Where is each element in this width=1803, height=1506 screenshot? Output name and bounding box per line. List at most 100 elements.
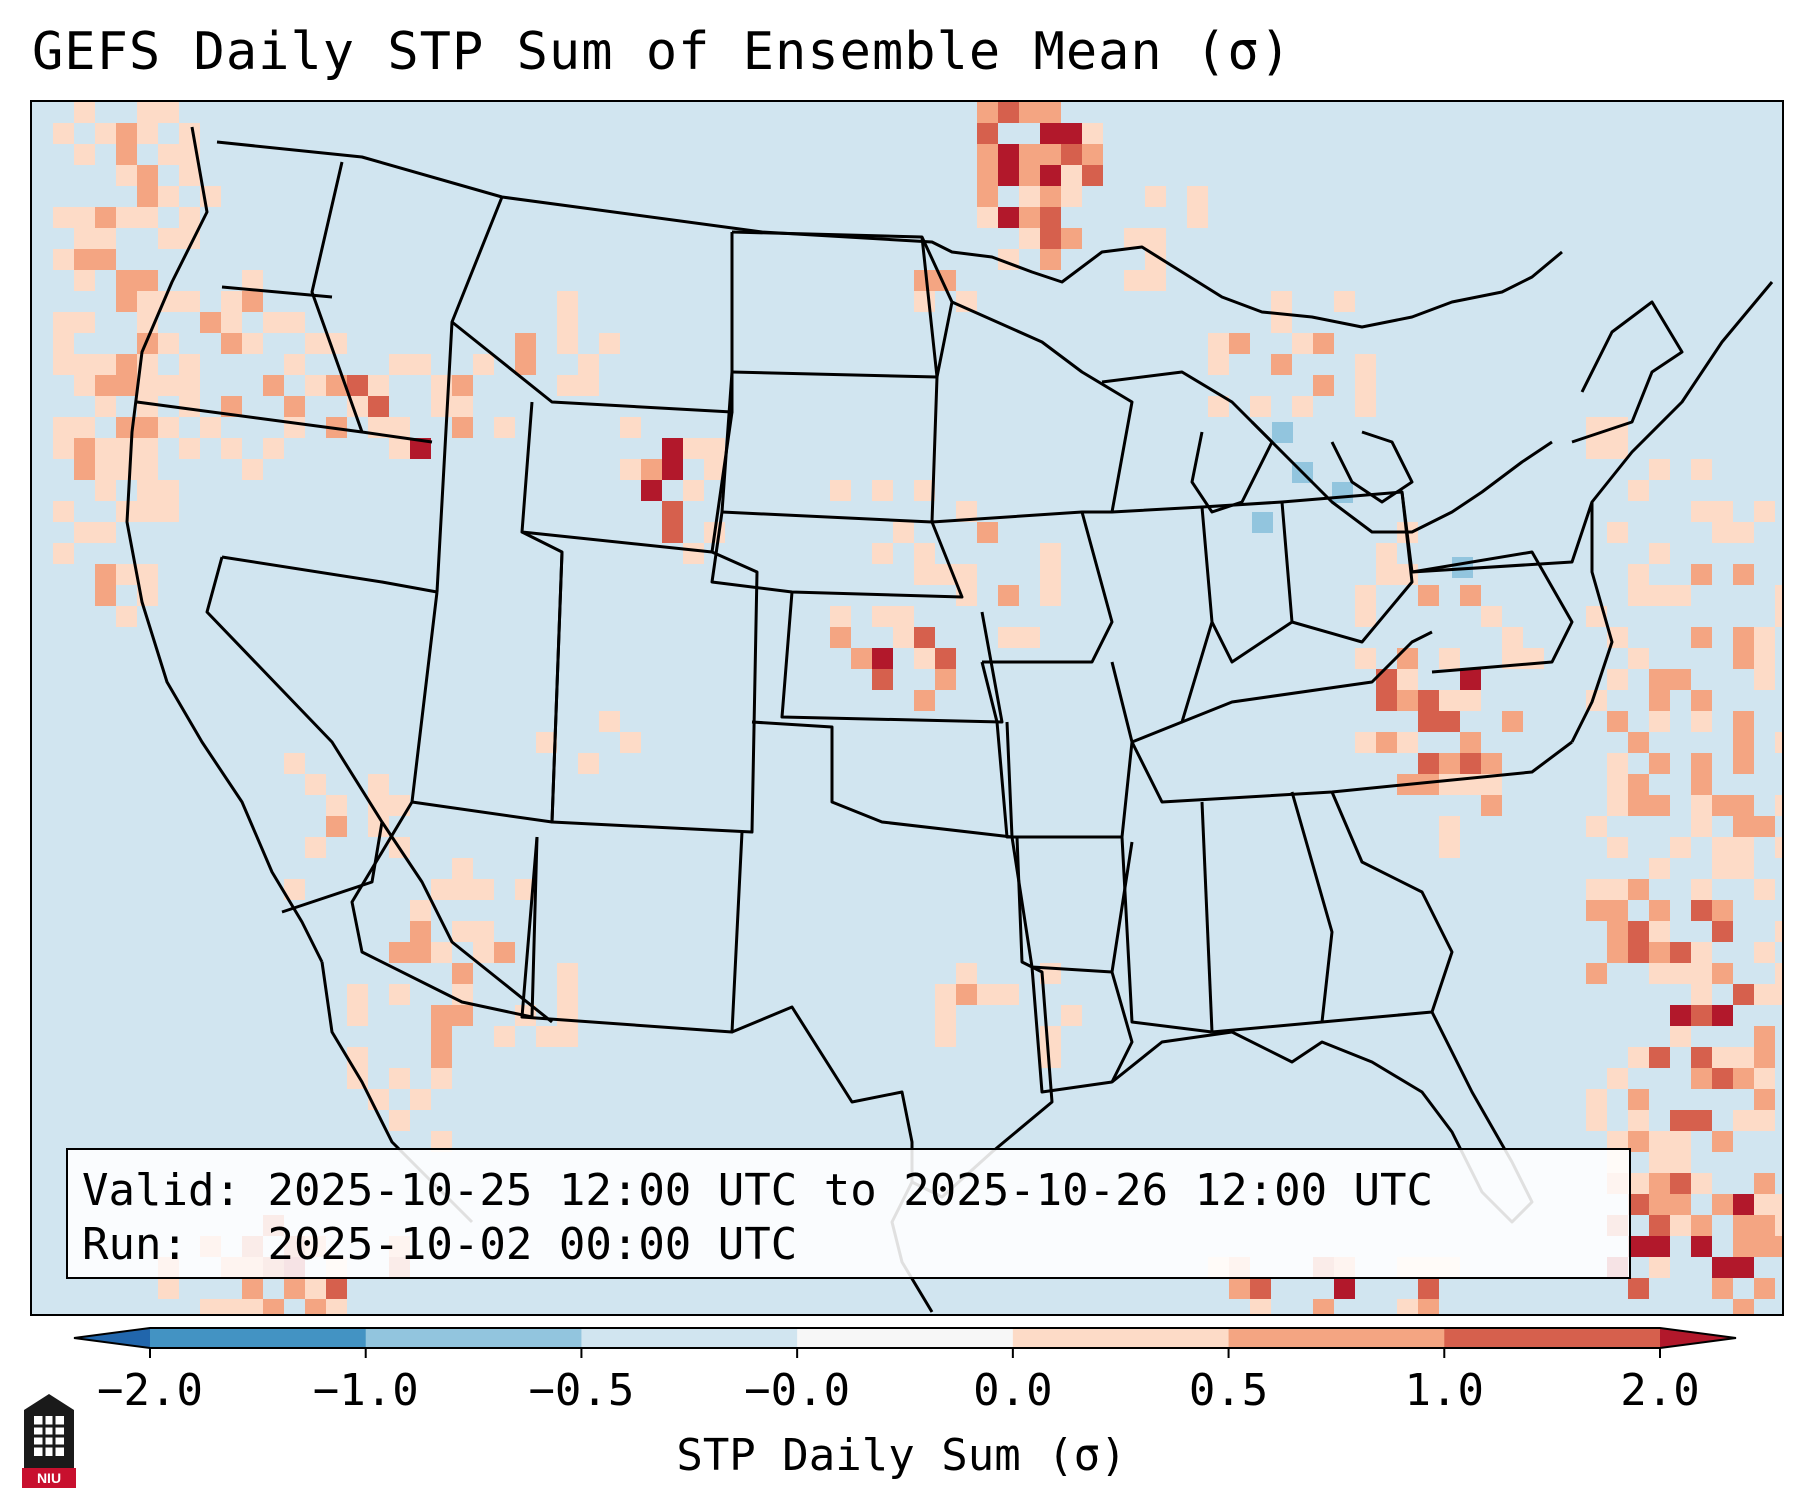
stp-cell xyxy=(998,585,1019,606)
stp-cell xyxy=(1628,1278,1649,1299)
stp-cell xyxy=(1460,690,1481,711)
stp-cell xyxy=(431,1026,452,1047)
stp-cell xyxy=(914,627,935,648)
stp-cell xyxy=(1334,291,1355,312)
stp-cell xyxy=(1649,1152,1670,1173)
stp-cell xyxy=(1439,753,1460,774)
stp-cell xyxy=(158,186,179,207)
stp-cell xyxy=(53,123,74,144)
stp-cell xyxy=(1460,669,1481,690)
stp-cell xyxy=(1691,564,1712,585)
stp-cell xyxy=(1439,774,1460,795)
stp-cell xyxy=(1019,228,1040,249)
stp-cell xyxy=(1649,459,1670,480)
stp-cell xyxy=(53,333,74,354)
stp-cell xyxy=(1712,921,1733,942)
stp-cell xyxy=(1649,1173,1670,1194)
stp-cell xyxy=(557,963,578,984)
stp-cell xyxy=(1649,858,1670,879)
stp-cell xyxy=(431,1131,452,1152)
stp-cell xyxy=(1481,774,1502,795)
stp-cell xyxy=(242,291,263,312)
stp-cell xyxy=(305,375,326,396)
stp-cell xyxy=(956,564,977,585)
stp-cell xyxy=(137,207,158,228)
stp-cell xyxy=(1670,585,1691,606)
stp-cell xyxy=(977,207,998,228)
stp-cell xyxy=(137,438,158,459)
stp-cell xyxy=(1250,1299,1271,1314)
stp-cell xyxy=(1418,1299,1439,1314)
stp-cell xyxy=(1271,354,1292,375)
stp-cell xyxy=(1733,522,1754,543)
stp-cell xyxy=(326,816,347,837)
stp-cell xyxy=(1586,1089,1607,1110)
stp-cell xyxy=(221,333,242,354)
stp-cell xyxy=(914,480,935,501)
stp-cell xyxy=(263,438,284,459)
stp-cell xyxy=(956,501,977,522)
stp-cell xyxy=(1607,1131,1628,1152)
stp-cell xyxy=(1607,942,1628,963)
stp-cell xyxy=(557,1026,578,1047)
stp-cell xyxy=(1124,270,1145,291)
stp-cell xyxy=(179,438,200,459)
stp-cell xyxy=(935,669,956,690)
stp-cell xyxy=(431,942,452,963)
logo-text: NIU xyxy=(37,1470,61,1486)
stp-cell xyxy=(389,1110,410,1131)
stp-cell xyxy=(1691,459,1712,480)
stp-cell xyxy=(914,270,935,291)
stp-cell xyxy=(599,333,620,354)
stp-cell xyxy=(872,669,893,690)
stp-cell xyxy=(137,165,158,186)
stp-cell xyxy=(704,459,725,480)
stp-cell xyxy=(305,1278,326,1299)
stp-cell xyxy=(410,1089,431,1110)
stp-cell xyxy=(326,1299,347,1314)
stp-cell xyxy=(1628,921,1649,942)
pacific-coast xyxy=(125,126,324,963)
stp-cell xyxy=(830,606,851,627)
colorbar-tick-label: 1.0 xyxy=(1404,1365,1485,1416)
stp-cell xyxy=(1670,837,1691,858)
stp-cell xyxy=(116,291,137,312)
stp-cell xyxy=(1754,1173,1775,1194)
stp-cell xyxy=(536,1026,557,1047)
stp-cell xyxy=(158,144,179,165)
stp-cell xyxy=(1670,963,1691,984)
stp-cell xyxy=(1355,648,1376,669)
stp-cell xyxy=(1187,207,1208,228)
stp-cell xyxy=(494,942,515,963)
stp-cell xyxy=(1712,522,1733,543)
stp-cell xyxy=(998,144,1019,165)
stp-cell xyxy=(1754,816,1775,837)
stp-cell xyxy=(683,543,704,564)
stp-cell xyxy=(53,438,74,459)
stp-cell xyxy=(1397,648,1418,669)
stp-cell xyxy=(830,627,851,648)
stp-cell xyxy=(95,564,116,585)
stp-cell xyxy=(1145,249,1166,270)
stp-cell xyxy=(515,333,536,354)
stp-cell xyxy=(1040,543,1061,564)
stp-cell xyxy=(1754,984,1775,1005)
stp-cell xyxy=(872,543,893,564)
stp-cell xyxy=(452,858,473,879)
stp-cell xyxy=(1649,585,1670,606)
stp-cell xyxy=(116,438,137,459)
state-borders xyxy=(125,126,1774,1313)
stp-cell xyxy=(53,207,74,228)
stp-cell xyxy=(221,1299,242,1314)
canada-border xyxy=(216,140,1563,329)
stp-cell xyxy=(1775,837,1782,858)
stp-cell xyxy=(557,984,578,1005)
stp-cell xyxy=(914,543,935,564)
stp-cell xyxy=(872,480,893,501)
stp-cell xyxy=(1733,1215,1754,1236)
stp-cell xyxy=(95,123,116,144)
stp-cell xyxy=(284,417,305,438)
stp-cell xyxy=(662,438,683,459)
stp-cell xyxy=(116,207,137,228)
stp-cell xyxy=(200,417,221,438)
